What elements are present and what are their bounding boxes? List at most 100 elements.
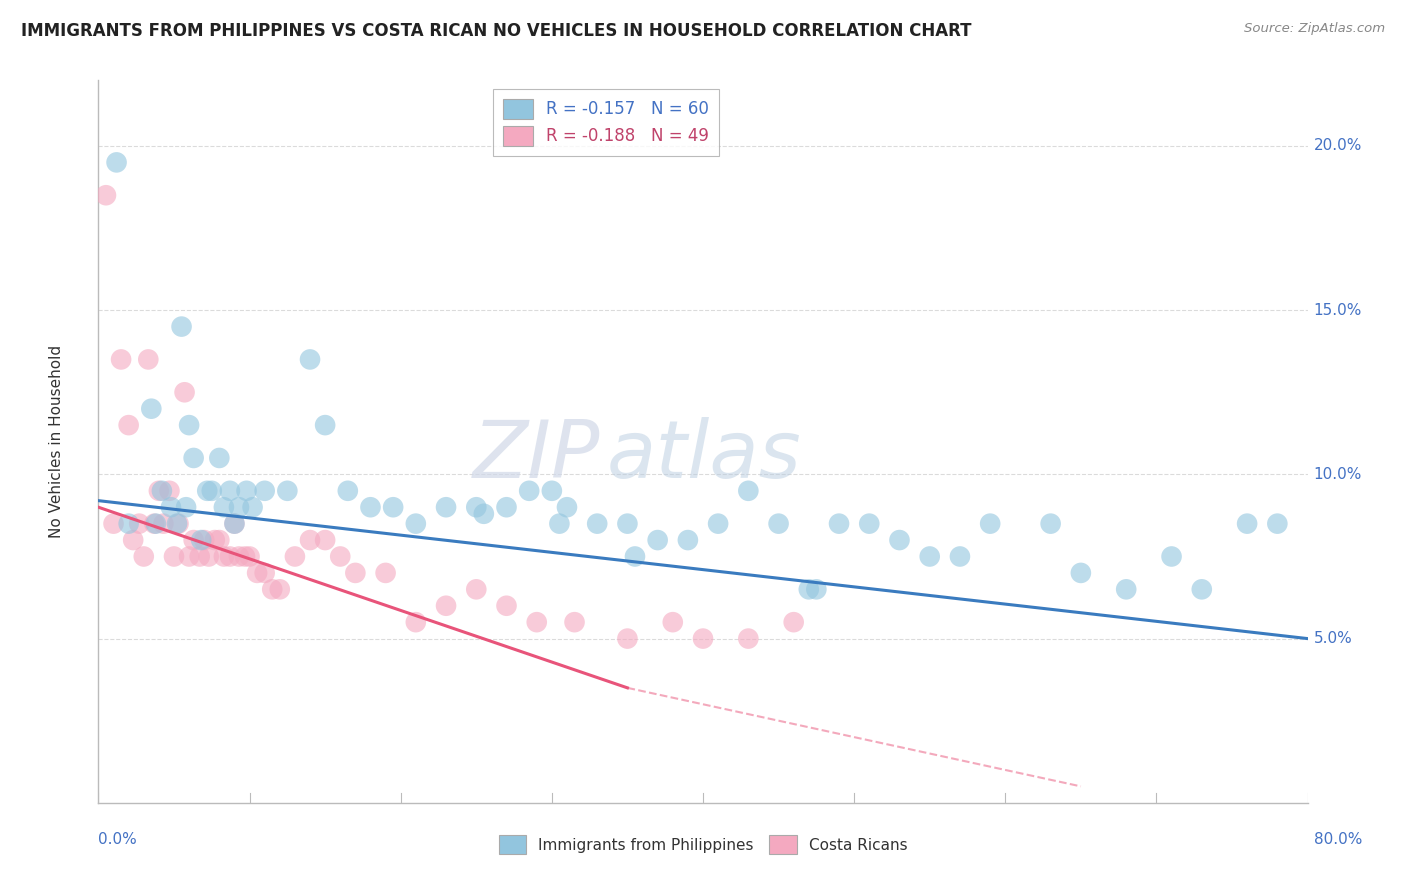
Point xyxy=(219,483,242,498)
Point xyxy=(555,500,578,515)
Point xyxy=(979,516,1001,531)
Point xyxy=(105,155,128,169)
Point xyxy=(197,549,219,564)
Point xyxy=(195,483,218,498)
Text: 15.0%: 15.0% xyxy=(1313,302,1362,318)
Point xyxy=(174,500,197,515)
Point xyxy=(253,566,276,580)
Point xyxy=(269,582,291,597)
Point xyxy=(150,483,173,498)
Point xyxy=(1115,582,1137,597)
Point xyxy=(208,450,231,465)
Text: 10.0%: 10.0% xyxy=(1313,467,1362,482)
Point xyxy=(159,483,181,498)
Point xyxy=(224,516,246,531)
Point xyxy=(173,385,195,400)
Point xyxy=(118,418,141,433)
Point xyxy=(797,582,820,597)
Point xyxy=(1236,516,1258,531)
Point xyxy=(405,516,427,531)
Point xyxy=(1267,516,1289,531)
Point xyxy=(707,516,730,531)
Point xyxy=(170,319,193,334)
Point xyxy=(212,500,235,515)
Point xyxy=(336,483,359,498)
Point xyxy=(224,516,246,531)
Point xyxy=(661,615,683,630)
Point xyxy=(692,632,714,646)
Point xyxy=(465,500,488,515)
Point xyxy=(163,549,186,564)
Text: 0.0%: 0.0% xyxy=(98,831,138,847)
Point xyxy=(676,533,699,547)
Point xyxy=(179,549,201,564)
Point xyxy=(828,516,851,531)
Point xyxy=(647,533,669,547)
Point xyxy=(526,615,548,630)
Point xyxy=(183,533,205,547)
Point xyxy=(118,516,141,531)
Point xyxy=(204,533,226,547)
Text: Source: ZipAtlas.com: Source: ZipAtlas.com xyxy=(1244,22,1385,36)
Point xyxy=(183,450,205,465)
Point xyxy=(94,188,117,202)
Point xyxy=(122,533,145,547)
Point xyxy=(212,549,235,564)
Point xyxy=(1070,566,1092,580)
Point xyxy=(329,549,352,564)
Point xyxy=(179,418,201,433)
Point xyxy=(132,549,155,564)
Point xyxy=(136,352,159,367)
Point xyxy=(806,582,828,597)
Point xyxy=(148,483,170,498)
Point xyxy=(858,516,880,531)
Point xyxy=(540,483,562,498)
Point xyxy=(737,632,759,646)
Text: 20.0%: 20.0% xyxy=(1313,138,1362,153)
Point xyxy=(737,483,759,498)
Point xyxy=(495,500,517,515)
Point xyxy=(434,599,457,613)
Point xyxy=(262,582,284,597)
Point xyxy=(253,483,276,498)
Point xyxy=(405,615,427,630)
Point xyxy=(382,500,405,515)
Point xyxy=(228,549,250,564)
Point xyxy=(616,632,638,646)
Point xyxy=(548,516,571,531)
Point xyxy=(193,533,215,547)
Point xyxy=(190,533,212,547)
Point xyxy=(314,418,336,433)
Point xyxy=(889,533,911,547)
Point xyxy=(949,549,972,564)
Text: 80.0%: 80.0% xyxy=(1313,831,1362,847)
Point xyxy=(235,483,257,498)
Point xyxy=(374,566,396,580)
Point xyxy=(188,549,211,564)
Point xyxy=(465,582,488,597)
Text: ZIP: ZIP xyxy=(472,417,600,495)
Point xyxy=(495,599,517,613)
Point xyxy=(564,615,586,630)
Point xyxy=(1039,516,1062,531)
Point xyxy=(344,566,367,580)
Text: atlas: atlas xyxy=(606,417,801,495)
Point xyxy=(472,507,495,521)
Point xyxy=(918,549,941,564)
Point xyxy=(517,483,540,498)
Point xyxy=(228,500,250,515)
Legend: Immigrants from Philippines, Costa Ricans: Immigrants from Philippines, Costa Rican… xyxy=(492,830,914,860)
Point xyxy=(586,516,609,531)
Point xyxy=(284,549,307,564)
Point xyxy=(299,533,322,547)
Point xyxy=(167,516,190,531)
Point xyxy=(201,483,224,498)
Point xyxy=(233,549,256,564)
Point xyxy=(616,516,638,531)
Point xyxy=(242,500,264,515)
Point xyxy=(314,533,336,547)
Text: No Vehicles in Household: No Vehicles in Household xyxy=(49,345,63,538)
Point xyxy=(434,500,457,515)
Point xyxy=(152,516,174,531)
Point xyxy=(166,516,188,531)
